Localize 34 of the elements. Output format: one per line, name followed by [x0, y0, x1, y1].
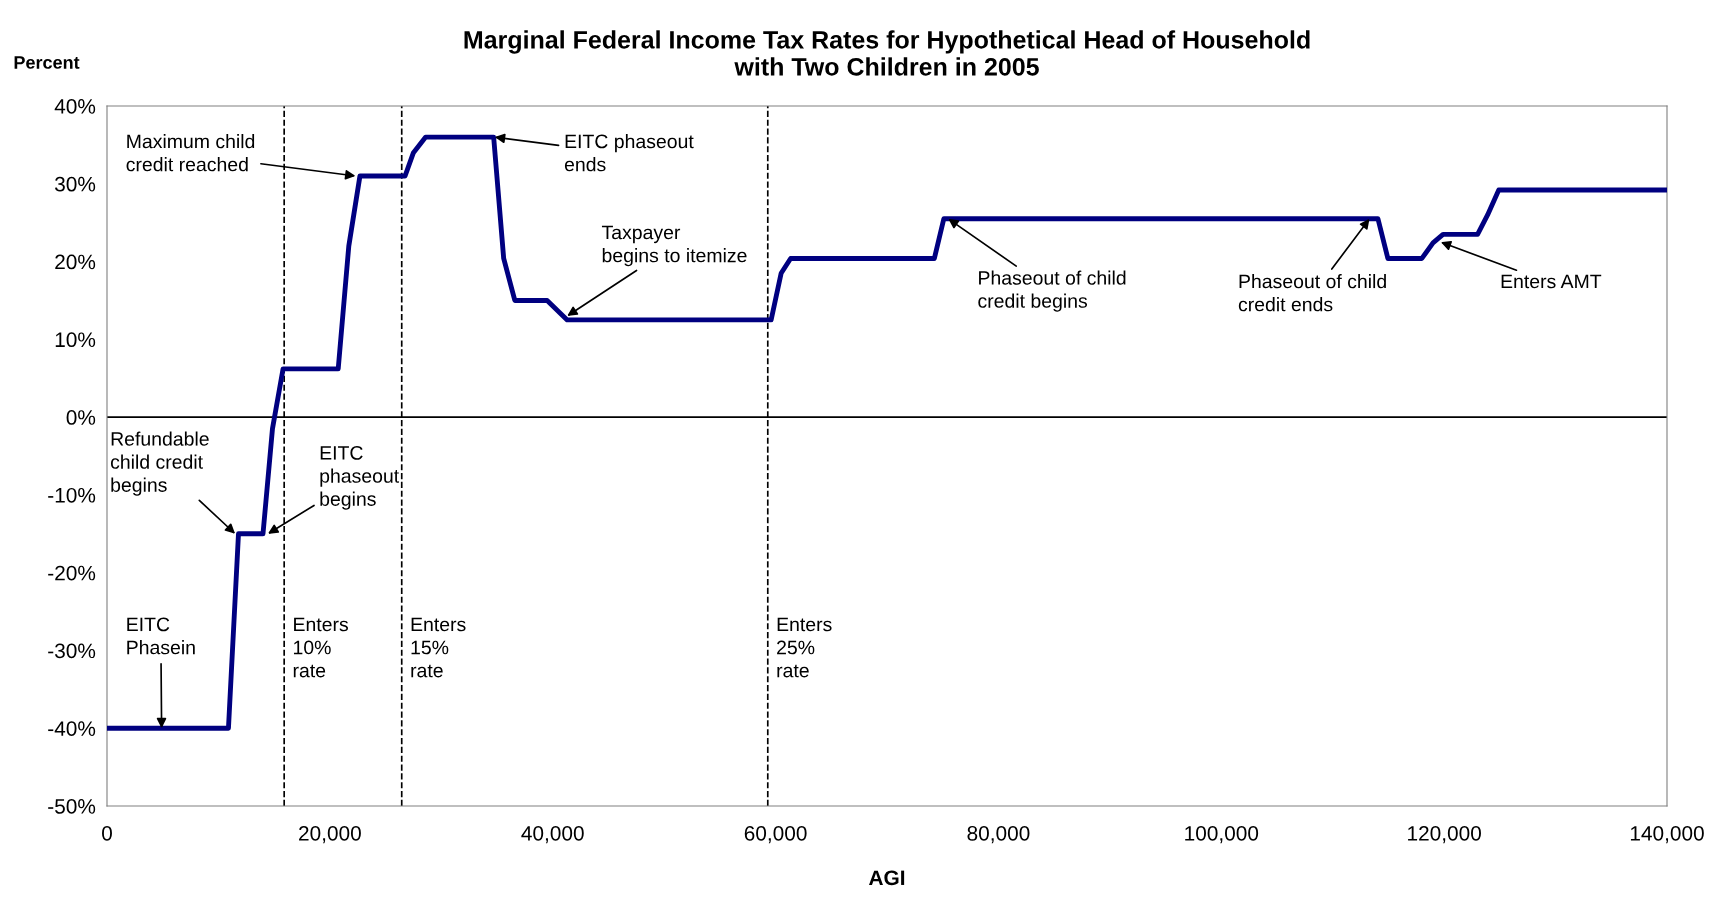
y-tick-label: 20% — [55, 254, 96, 270]
chart-title: Marginal Federal Income Tax Rates for Hypothetical Head of Household with Two Children in 2005 — [464, 30, 1310, 76]
y-tick-label: 30% — [54, 176, 96, 192]
annotation: Taxpayer begins to itemize — [601, 225, 747, 267]
x-tick-label: 40,000 — [521, 825, 584, 844]
ref-line-label: Enters 15% rate — [411, 617, 466, 678]
annotation: Phaseout of child credit begins — [978, 270, 1126, 312]
y-tick-label: 0% — [66, 410, 96, 425]
x-tick-label: 140,000 — [1630, 825, 1704, 844]
annotation: Maximum child credit reached — [126, 134, 255, 172]
x-tick-label: 60,000 — [744, 825, 807, 844]
annotation: Phaseout of child credit ends — [1238, 274, 1386, 312]
annotation: EITC phaseout begins — [320, 446, 400, 510]
annotation: Enters AMT — [1501, 274, 1602, 289]
ref-line-label: Enters 25% rate — [777, 617, 832, 678]
annotation: Refundable child credit begins — [110, 431, 209, 496]
y-tick-label: -50% — [48, 799, 96, 814]
x-tick-label: 120,000 — [1408, 825, 1481, 844]
y-tick-label: -40% — [48, 721, 96, 736]
y-tick-label: 10% — [55, 332, 96, 348]
y-tick-label: -30% — [48, 643, 96, 659]
ref-line-label: Enters 10% rate — [293, 617, 348, 678]
annotation: EITC phaseout ends — [564, 134, 694, 172]
y-tick-label: 40% — [54, 99, 96, 114]
y-tick-label: -20% — [48, 565, 96, 581]
y-tick-label: -10% — [48, 487, 96, 503]
line-series — [107, 134, 1667, 731]
x-axis-title: AGI — [869, 870, 905, 886]
x-tick-label: 20,000 — [299, 825, 361, 844]
x-tick-label: 80,000 — [967, 825, 1030, 844]
annotation: EITC Phasein — [127, 617, 195, 655]
y-axis-title: Percent — [14, 56, 80, 69]
x-tick-label: 0 — [102, 825, 112, 841]
x-tick-label: 100,000 — [1185, 825, 1259, 844]
